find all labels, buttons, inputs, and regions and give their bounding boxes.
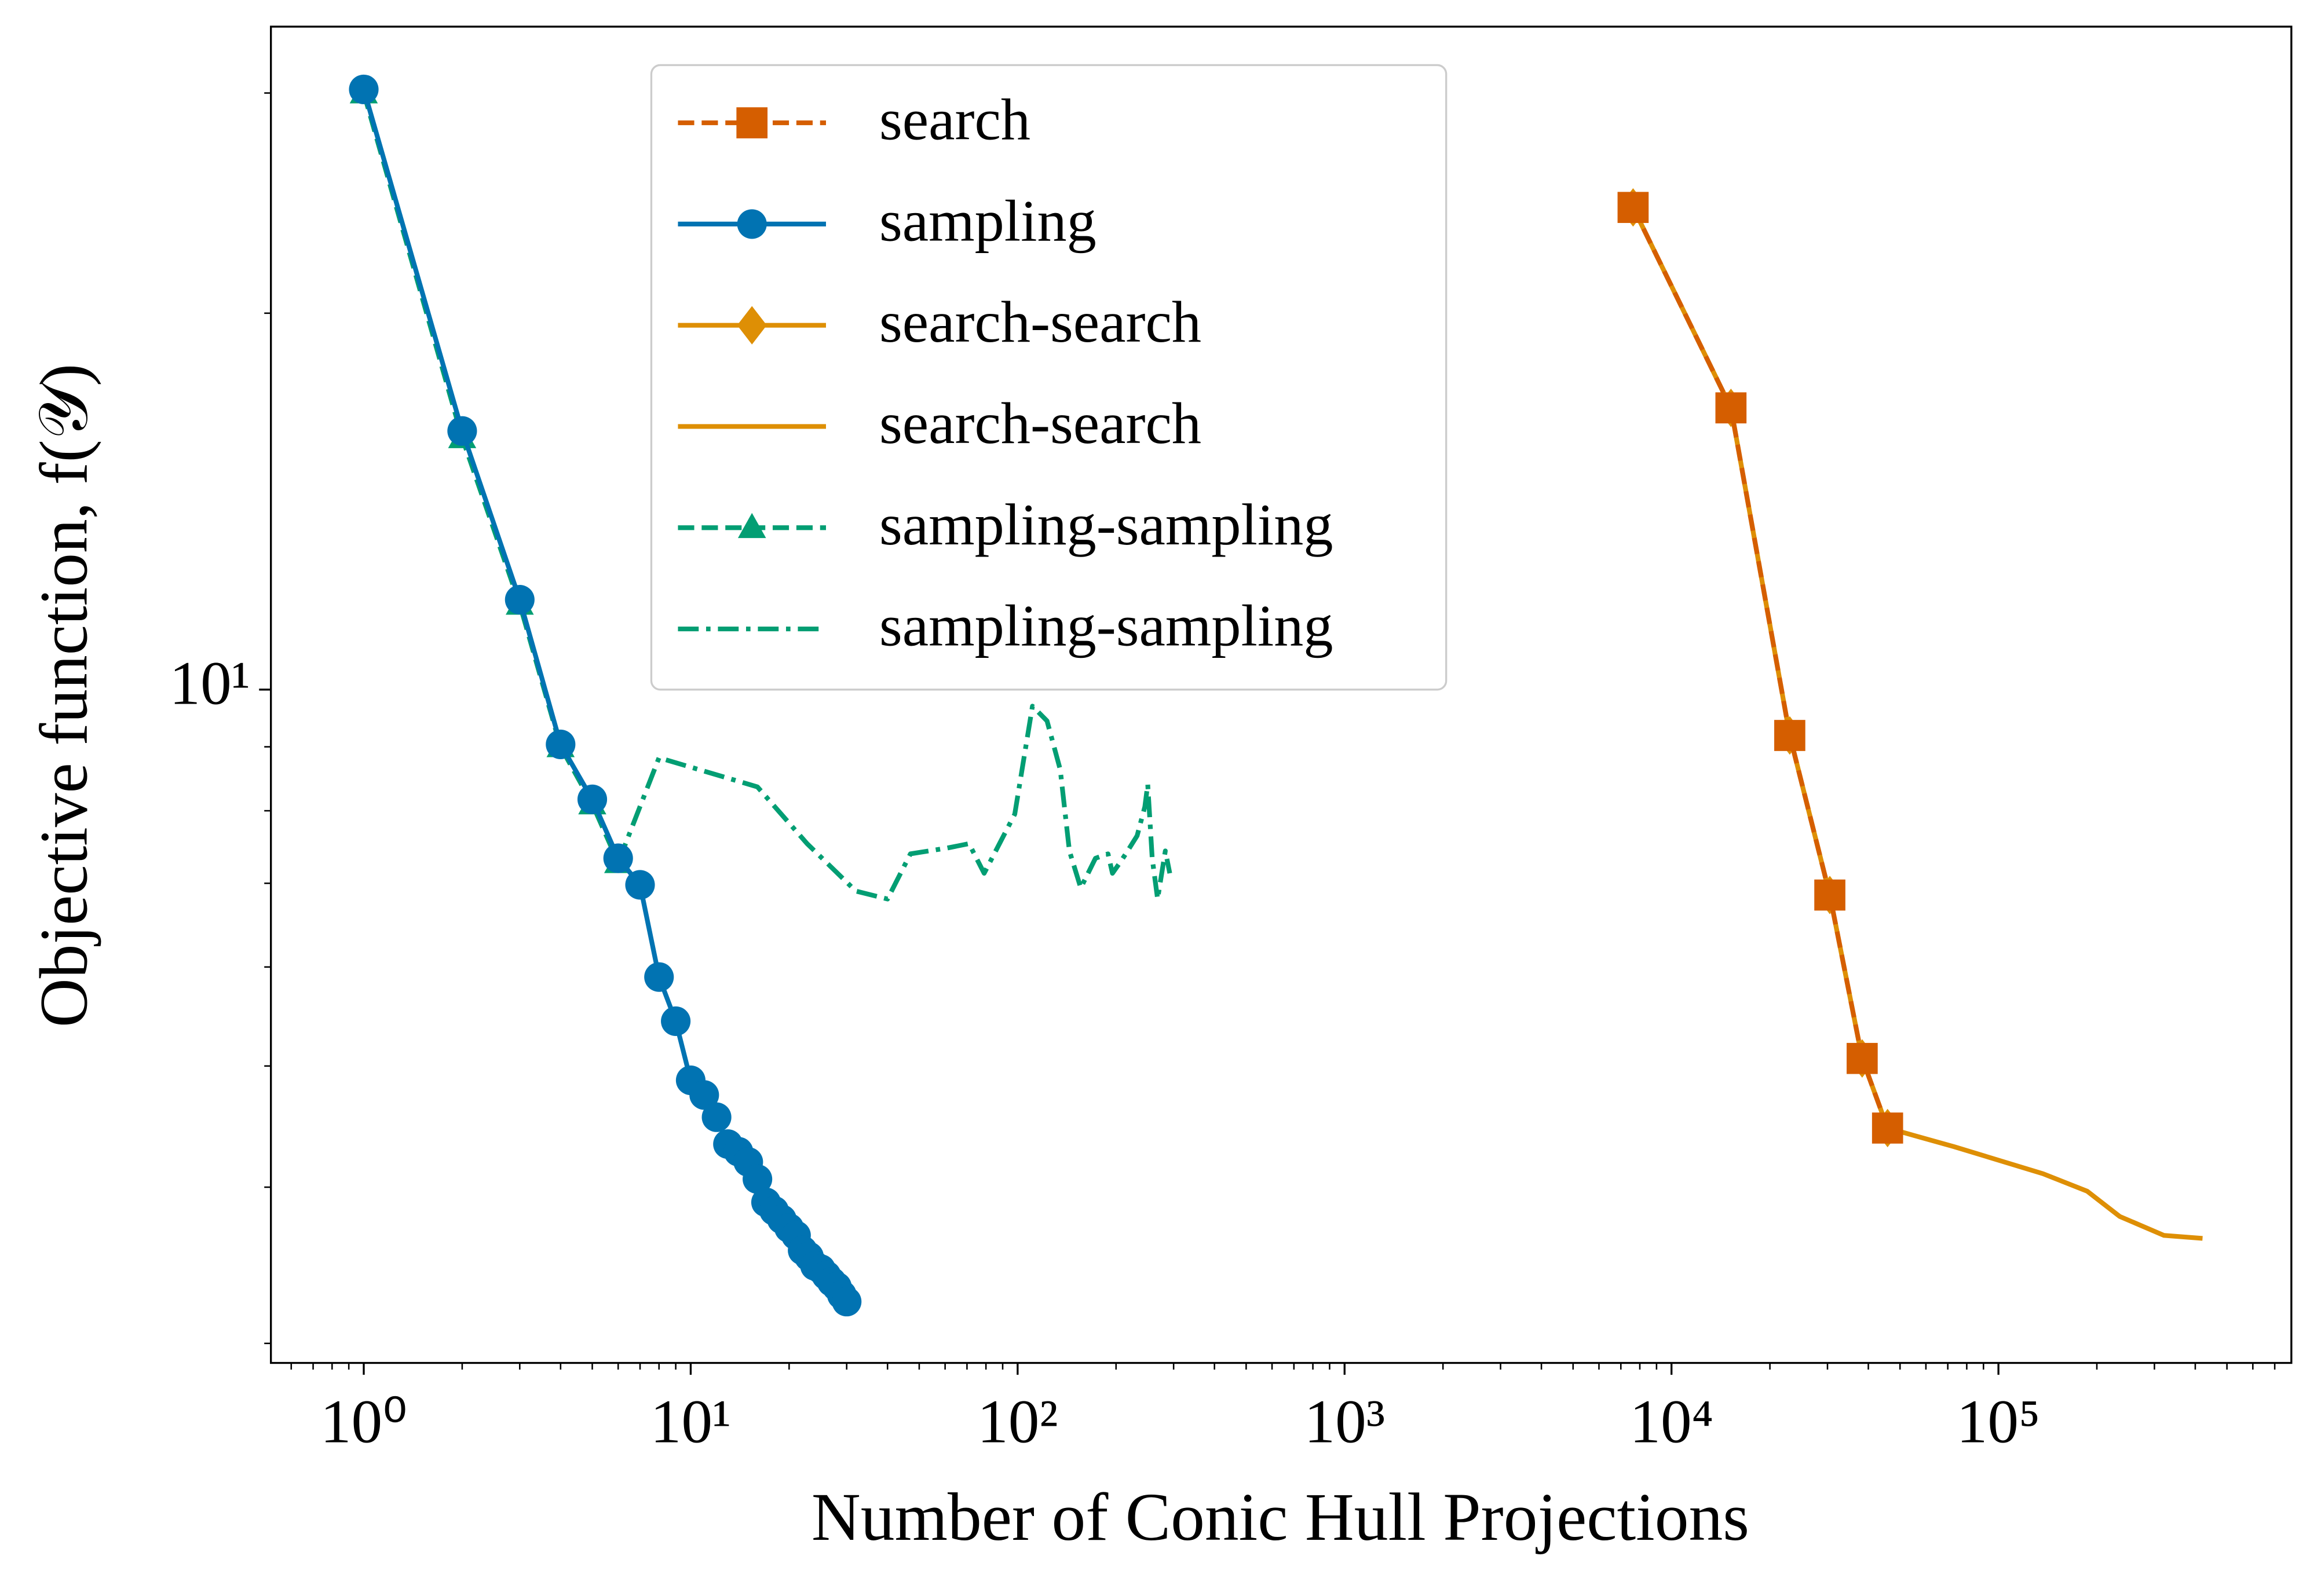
x-tick-label: 10²: [977, 1388, 1058, 1456]
point-marker: [661, 1006, 691, 1036]
series-line: [616, 704, 1172, 902]
legend-label: search-search: [879, 290, 1201, 355]
point-marker: [1715, 392, 1747, 424]
legend-marker: [737, 209, 767, 239]
legend-label: search: [879, 87, 1030, 153]
legend-label: sampling: [879, 188, 1096, 254]
point-marker: [701, 1102, 732, 1132]
point-marker: [832, 1287, 862, 1317]
legend-label: search-search: [879, 391, 1201, 456]
point-marker: [689, 1080, 719, 1110]
point-marker: [546, 729, 576, 759]
y-axis-label: Objective function, f(𝒴): [27, 364, 102, 1027]
point-marker: [577, 784, 608, 814]
legend-label: sampling-sampling: [879, 594, 1333, 659]
point-marker: [743, 1164, 773, 1194]
point-marker: [349, 74, 379, 104]
point-marker: [1774, 720, 1805, 751]
series-line: [1887, 1126, 2203, 1241]
point-marker: [603, 843, 633, 873]
point-marker: [1814, 879, 1845, 911]
x-tick-label: 10³: [1304, 1388, 1386, 1456]
x-axis-label: Number of Conic Hull Projections: [812, 1480, 1749, 1555]
plot-frame: [270, 25, 2293, 1364]
point-marker: [1617, 192, 1649, 224]
legend-box: [650, 64, 1448, 691]
x-tick-label: 10⁰: [320, 1388, 407, 1456]
legend-marker: [737, 513, 766, 539]
x-tick-label: 10⁵: [1957, 1388, 2041, 1456]
point-marker: [644, 962, 674, 992]
y-tick-label: 10¹: [169, 649, 250, 718]
point-marker: [1847, 1042, 1878, 1074]
point-marker: [505, 585, 535, 615]
point-marker: [1872, 1112, 1903, 1144]
x-tick-label: 10⁴: [1629, 1388, 1713, 1456]
point-marker: [447, 416, 477, 446]
plot-area: [349, 74, 2203, 1317]
legend-marker: [736, 107, 768, 138]
x-tick-label: 10¹: [650, 1388, 731, 1456]
point-marker: [625, 870, 655, 900]
legend-label: sampling-sampling: [879, 492, 1333, 558]
